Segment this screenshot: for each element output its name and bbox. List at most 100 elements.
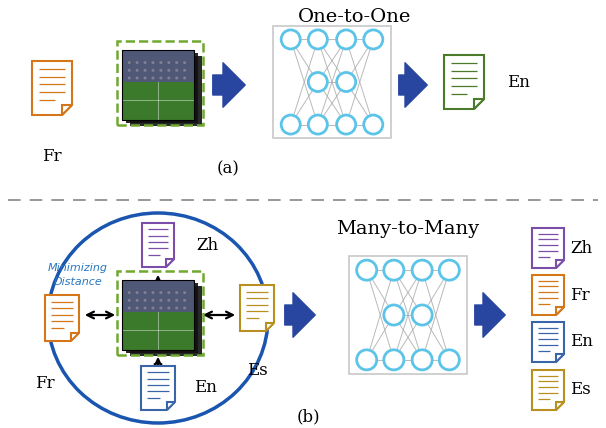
Circle shape [144,291,147,294]
Circle shape [128,306,131,309]
Circle shape [183,77,186,80]
Circle shape [183,306,186,309]
Bar [126,53,198,123]
Bar [122,50,194,81]
Circle shape [159,291,162,294]
Circle shape [128,69,131,72]
Text: Zh: Zh [196,237,218,253]
Circle shape [384,260,404,280]
Text: Zh: Zh [570,240,592,256]
Polygon shape [70,333,79,341]
Polygon shape [166,259,174,267]
Circle shape [152,306,155,309]
Circle shape [159,61,162,64]
Circle shape [412,305,432,325]
Bar [122,312,194,350]
Text: Minimizing
Distance: Minimizing Distance [48,263,108,287]
Text: En: En [507,74,530,90]
Circle shape [439,260,459,280]
Circle shape [159,77,162,80]
Circle shape [384,350,404,370]
Circle shape [308,72,327,92]
Circle shape [152,69,155,72]
Circle shape [152,299,155,302]
Circle shape [159,306,162,309]
Text: En: En [570,333,593,351]
Polygon shape [556,354,564,362]
Bar [273,26,391,138]
Circle shape [167,306,170,309]
Text: (b): (b) [296,408,320,425]
Circle shape [128,77,131,80]
Circle shape [152,291,155,294]
Circle shape [175,306,178,309]
Circle shape [128,61,131,64]
Circle shape [167,299,170,302]
Polygon shape [556,260,564,268]
Circle shape [136,61,139,64]
Polygon shape [532,370,564,410]
Bar [122,280,194,312]
Circle shape [136,77,139,80]
Circle shape [152,61,155,64]
Text: One-to-One: One-to-One [298,8,411,26]
Circle shape [183,69,186,72]
Polygon shape [532,275,564,315]
Circle shape [144,69,147,72]
Circle shape [175,61,178,64]
Circle shape [144,299,147,302]
Circle shape [357,350,377,370]
Circle shape [183,299,186,302]
Bar [122,50,194,120]
Circle shape [337,30,356,49]
Bar [130,286,202,356]
Polygon shape [265,323,274,331]
Polygon shape [556,307,564,315]
Circle shape [144,306,147,309]
Circle shape [183,61,186,64]
Circle shape [364,115,383,134]
Polygon shape [141,366,175,410]
Bar [130,56,202,126]
Text: Es: Es [247,362,267,379]
Circle shape [136,291,139,294]
Circle shape [308,115,327,134]
Circle shape [281,115,300,134]
Bar [122,50,194,120]
Circle shape [144,61,147,64]
Circle shape [308,30,327,49]
Circle shape [384,305,404,325]
Polygon shape [474,99,484,109]
Bar [126,283,198,353]
Circle shape [128,291,131,294]
Bar [122,280,194,350]
Polygon shape [556,402,564,410]
Text: Fr: Fr [35,375,55,392]
Circle shape [439,350,459,370]
Circle shape [167,77,170,80]
Text: (a): (a) [216,160,239,177]
Circle shape [136,69,139,72]
Circle shape [175,299,178,302]
Circle shape [175,69,178,72]
Polygon shape [45,295,79,341]
Polygon shape [142,223,174,267]
Circle shape [167,69,170,72]
Polygon shape [62,105,72,115]
Bar [349,256,467,374]
Text: Many-to-Many: Many-to-Many [336,220,479,238]
Circle shape [136,299,139,302]
Polygon shape [532,322,564,362]
Circle shape [337,72,356,92]
Circle shape [159,69,162,72]
Circle shape [337,115,356,134]
Circle shape [175,291,178,294]
Text: Fr: Fr [42,148,62,165]
Circle shape [152,77,155,80]
Circle shape [281,30,300,49]
Circle shape [128,299,131,302]
Circle shape [183,291,186,294]
Polygon shape [167,401,175,410]
Circle shape [167,291,170,294]
Bar [122,81,194,120]
